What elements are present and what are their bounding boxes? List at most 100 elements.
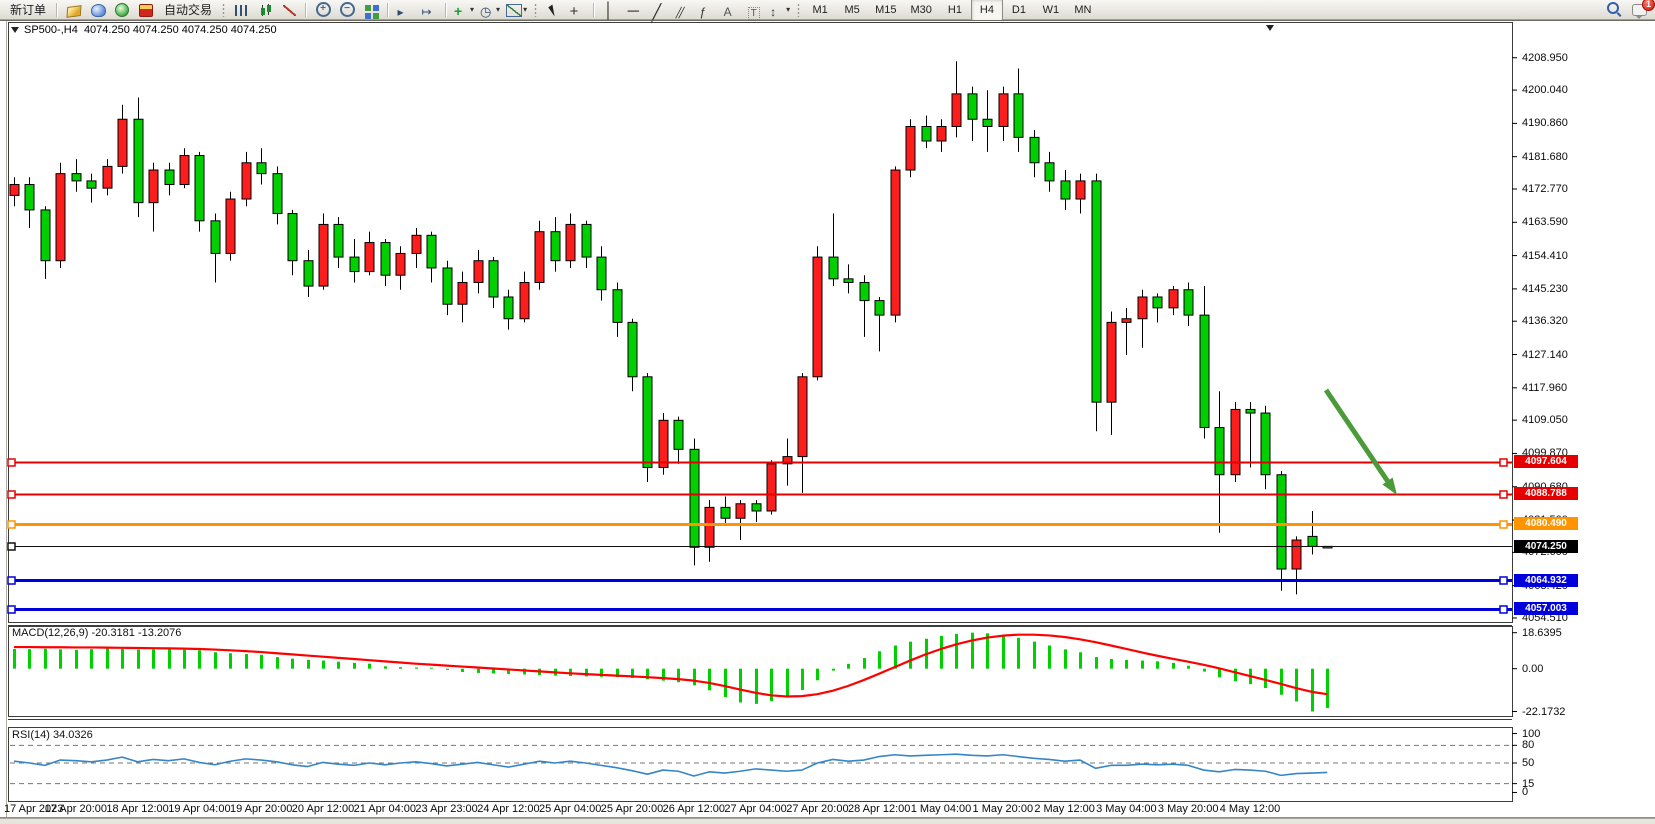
period-menu-icon[interactable]: ▾ (477, 0, 503, 20)
template-menu-icon (506, 4, 523, 17)
line-handle-right[interactable] (1499, 576, 1508, 585)
candle-up (905, 125, 916, 171)
line-handle-left[interactable] (7, 458, 16, 467)
time-axis-label[interactable]: 24 Apr 12:00 (477, 803, 540, 815)
candle-down (596, 256, 607, 291)
line-handle-left[interactable] (7, 520, 16, 529)
timeframe-M5[interactable]: M5 (844, 3, 860, 16)
symbol-menu-arrow[interactable] (11, 27, 19, 33)
time-axis-label[interactable]: 17 Apr 2023 (4, 803, 64, 815)
candle-down (1245, 408, 1256, 414)
candle-down (627, 321, 638, 378)
toolbar-grip[interactable] (534, 2, 538, 17)
line-handle-right[interactable] (1499, 520, 1508, 529)
line-handle-left[interactable] (7, 576, 16, 585)
autotrade-button[interactable]: 自动交易 (158, 0, 218, 20)
candle-down (1029, 136, 1040, 164)
tile-windows-icon[interactable] (359, 0, 383, 20)
timeframe-M30[interactable]: M30 (910, 3, 932, 16)
cloud-user-icon[interactable] (86, 0, 110, 20)
timeframe-H1[interactable]: H1 (947, 3, 962, 16)
line-handle-right[interactable] (1499, 458, 1508, 467)
period-menu-icon-caret[interactable]: ▾ (496, 5, 501, 14)
macd-axis-label: 0.00 (1522, 662, 1544, 675)
toolbar-grip[interactable] (797, 2, 801, 17)
candle-up (457, 281, 468, 305)
arrows-icon[interactable]: ▾ (767, 0, 793, 20)
tile-windows-icon (364, 4, 371, 11)
rsi-axis-label: 80 (1522, 739, 1535, 752)
timeframe-M15[interactable]: M15 (875, 3, 897, 16)
candle-up (1137, 296, 1148, 320)
candle-down (689, 448, 700, 548)
time-axis-label[interactable]: 3 May 04:00 (1096, 803, 1157, 815)
price-axis-label: 4163.590 (1522, 216, 1568, 229)
timeframe-MN[interactable]: MN (1074, 3, 1092, 16)
trend-arrow-head[interactable] (1382, 477, 1397, 495)
candle-down (1214, 427, 1225, 476)
time-axis-label[interactable]: 23 Apr 23:00 (415, 803, 478, 815)
timeframe-W1[interactable]: W1 (1042, 3, 1060, 16)
new-order-button[interactable]: 新订单 (4, 0, 52, 20)
candle-up (9, 184, 20, 196)
time-axis-label[interactable]: 19 Apr 04:00 (168, 803, 231, 815)
price-tag: 4097.604 (1514, 455, 1578, 469)
macd-axis-label: -22.1732 (1522, 705, 1566, 718)
price-axis-label: 4109.050 (1522, 414, 1568, 427)
time-axis-label[interactable]: 2 May 12:00 (1034, 803, 1095, 815)
toolbar-group: ▾ (599, 0, 793, 20)
broadcast-icon[interactable] (110, 0, 134, 20)
time-axis-label[interactable]: 25 Apr 04:00 (538, 803, 602, 815)
chart-overflow-arrow[interactable] (1266, 25, 1274, 31)
new-indicator-icon-caret[interactable]: ▾ (470, 5, 475, 14)
candle-down (581, 223, 592, 258)
template-menu-icon[interactable]: ▾ (503, 0, 530, 20)
time-axis-label[interactable]: 19 Apr 20:00 (229, 803, 293, 815)
line-handle-left[interactable] (7, 542, 16, 551)
line-chart-icon[interactable] (277, 0, 301, 20)
new-order-button-label: 新订单 (10, 3, 47, 17)
toolbar-group: 自动交易 (62, 0, 218, 20)
time-axis-label[interactable]: 21 Apr 04:00 (353, 803, 416, 815)
time-axis-label[interactable]: 17 Apr 20:00 (44, 803, 107, 815)
line-handle-left[interactable] (7, 490, 16, 499)
time-axis-label[interactable]: 27 Apr 04:00 (724, 803, 787, 815)
time-axis-label[interactable]: 20 Apr 12:00 (291, 803, 355, 815)
candle-down (1013, 93, 1024, 138)
timeframe-M1[interactable]: M1 (812, 3, 828, 16)
trend-arrow-annotation[interactable] (1323, 388, 1394, 489)
chart-plot-area[interactable] (9, 23, 1511, 621)
window-bottom-edge (0, 818, 1655, 824)
search-icon[interactable] (1603, 0, 1627, 20)
candle-down (86, 180, 97, 189)
line-handle-left[interactable] (7, 605, 16, 614)
arrows-icon-caret[interactable]: ▾ (786, 5, 791, 14)
time-axis-label[interactable]: 1 May 04:00 (910, 803, 972, 815)
candle-down (843, 278, 854, 283)
zoom-in-icon[interactable] (311, 0, 335, 20)
zoom-out-icon[interactable] (335, 0, 359, 20)
autotrade-icon[interactable] (134, 0, 158, 20)
chat-icon[interactable]: 1 (1627, 0, 1655, 20)
toolbar-grip[interactable] (222, 2, 226, 17)
line-handle-right[interactable] (1499, 605, 1508, 614)
time-axis-label[interactable]: 1 May 20:00 (972, 803, 1034, 815)
candle-down (673, 419, 684, 450)
time-axis-label[interactable]: 27 Apr 20:00 (786, 803, 849, 815)
new-indicator-icon[interactable]: ▾ (451, 0, 477, 20)
time-axis-label[interactable]: 26 Apr 12:00 (662, 803, 725, 815)
time-axis-label[interactable]: 3 May 20:00 (1157, 803, 1219, 815)
line-handle-right[interactable] (1499, 490, 1508, 499)
template-menu-icon-caret[interactable]: ▾ (523, 5, 528, 14)
candlestick-chart-icon[interactable] (253, 0, 277, 20)
time-axis-label[interactable]: 28 Apr 12:00 (847, 803, 911, 815)
price-axis-label: 4145.230 (1522, 282, 1568, 295)
candle-down (333, 223, 344, 258)
bar-chart-icon[interactable] (229, 0, 253, 20)
candle-down (982, 118, 993, 127)
candle-down (349, 256, 360, 273)
timeframe-D1[interactable]: D1 (1011, 3, 1026, 16)
time-axis-label[interactable]: 18 Apr 12:00 (106, 803, 169, 815)
time-axis-label[interactable]: 4 May 12:00 (1219, 803, 1281, 815)
time-axis-label[interactable]: 25 Apr 20:00 (600, 803, 664, 815)
